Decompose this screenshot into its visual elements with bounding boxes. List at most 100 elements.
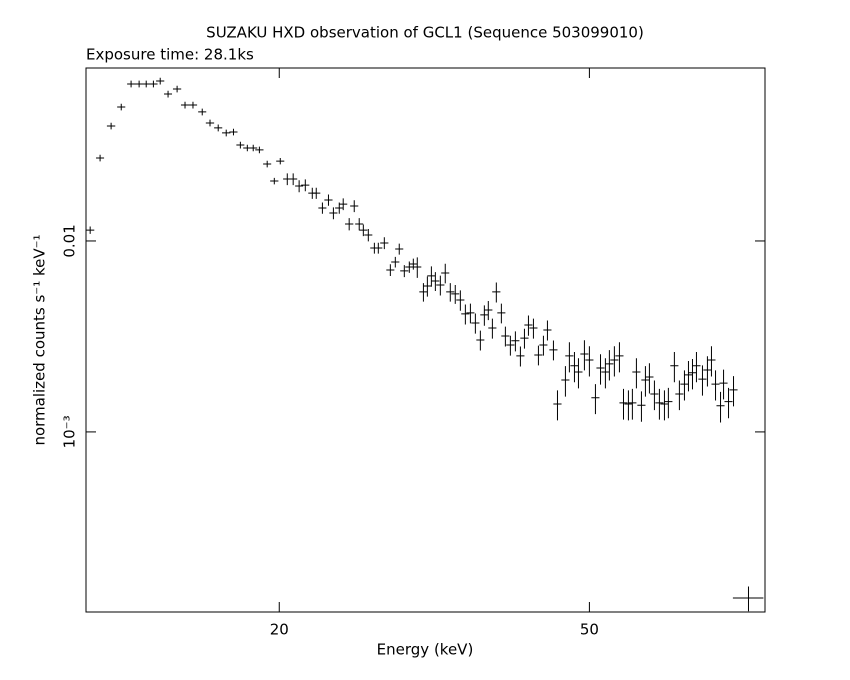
error-cross (724, 387, 733, 419)
error-cross (142, 80, 151, 88)
error-cross (441, 263, 450, 284)
error-cross (423, 276, 432, 297)
error-cross (149, 80, 158, 88)
error-cross (716, 391, 725, 423)
error-cross (480, 305, 489, 326)
error-cross (574, 358, 583, 389)
error-cross (698, 365, 707, 396)
error-cross (719, 369, 728, 400)
error-cross (222, 129, 231, 137)
error-cross (628, 388, 637, 420)
error-cross (732, 586, 764, 612)
error-cross (692, 352, 701, 383)
error-cross (632, 358, 641, 389)
error-cross (565, 342, 574, 373)
x-tick-label: 50 (580, 621, 599, 639)
error-cross (461, 304, 470, 325)
error-cross (249, 144, 258, 152)
error-cross (680, 370, 689, 401)
error-cross (301, 179, 310, 192)
error-cross (711, 370, 720, 401)
error-cross (703, 356, 712, 387)
error-cross (172, 85, 182, 93)
error-cross (539, 335, 548, 356)
error-cross (86, 226, 95, 234)
error-cross (134, 80, 144, 88)
error-cross (664, 387, 673, 419)
error-cross (276, 157, 285, 165)
error-cross (580, 340, 589, 371)
error-cross (255, 146, 264, 154)
error-cross (645, 363, 654, 394)
error-cross (374, 242, 383, 254)
error-cross (413, 257, 422, 278)
error-cross (329, 207, 338, 220)
error-cross (511, 331, 520, 352)
error-cross (391, 256, 400, 268)
error-cross (497, 303, 506, 324)
error-cross (520, 328, 529, 349)
error-cross (641, 366, 650, 397)
y-tick-label: 0.01 (61, 224, 79, 257)
error-cross (534, 345, 543, 366)
error-cross (707, 346, 716, 377)
error-cross (624, 390, 633, 421)
error-cross (350, 200, 359, 213)
error-cross (660, 390, 669, 421)
error-cross (359, 224, 368, 237)
error-cross (524, 315, 533, 336)
error-cross (236, 141, 245, 149)
error-cross (637, 391, 646, 422)
error-cross (655, 388, 664, 420)
error-cross (156, 77, 165, 85)
error-cross (380, 237, 389, 250)
error-cross (205, 119, 215, 127)
error-cross (553, 390, 562, 421)
error-cross (456, 290, 465, 311)
error-cross (117, 103, 126, 111)
error-cross (324, 194, 333, 206)
error-cross (619, 388, 628, 420)
error-cross (355, 218, 364, 231)
error-cross (339, 198, 348, 211)
error-cross (386, 264, 395, 277)
error-cross (471, 313, 480, 334)
error-cross (214, 124, 223, 132)
error-cross (570, 352, 579, 383)
error-cross (601, 358, 610, 389)
error-cross (164, 90, 173, 98)
error-cross (506, 335, 515, 356)
error-cross (431, 272, 440, 291)
error-cross (561, 366, 570, 397)
error-cross (543, 320, 552, 341)
error-cross (446, 283, 455, 302)
error-cross (405, 261, 414, 273)
error-cross (488, 318, 497, 339)
error-cross (263, 160, 272, 168)
error-cross (96, 154, 105, 162)
error-cross (451, 285, 460, 304)
error-cross (610, 346, 619, 377)
error-cross (688, 358, 697, 390)
error-cross (180, 101, 190, 109)
error-cross (670, 352, 679, 383)
error-cross (675, 380, 684, 411)
error-cross (615, 342, 624, 373)
error-cross (492, 282, 501, 303)
error-cross (229, 128, 238, 136)
error-cross (585, 346, 594, 377)
error-cross (318, 202, 327, 214)
error-cross (516, 346, 525, 367)
x-axis-label: Energy (keV) (377, 641, 474, 659)
error-cross (409, 258, 418, 270)
error-cross (529, 318, 538, 339)
error-cross (549, 340, 558, 361)
error-cross (591, 384, 600, 415)
error-cross (198, 108, 207, 116)
plot-frame (85, 67, 766, 613)
error-cross (436, 275, 445, 296)
error-cross (484, 300, 493, 321)
error-cross (106, 122, 116, 130)
error-cross (395, 243, 404, 255)
